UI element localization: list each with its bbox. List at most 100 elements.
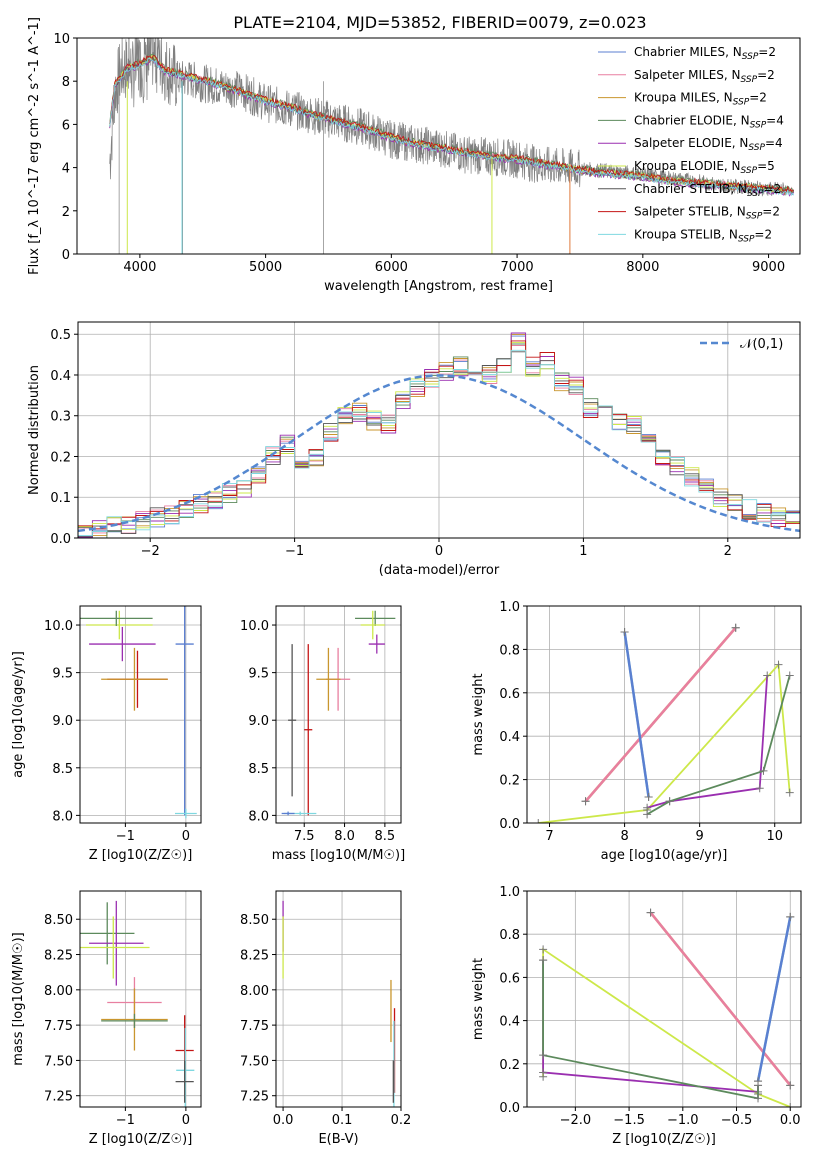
x-axis-label: age [log10(age/yr)] — [601, 848, 728, 863]
y-tick-label: 0.4 — [499, 730, 520, 745]
axes-spectrum: 4000 5000 6000 7000 8000 9000 0 2 4 6 8 10 wavelengt… — [27, 17, 801, 294]
axes-frame — [526, 605, 802, 824]
plot-content — [539, 908, 795, 1107]
y-tick-label: 10.0 — [44, 619, 73, 634]
errorbar-kroupa-miles — [316, 647, 341, 711]
y-tick-label: 0.4 — [50, 369, 71, 384]
legend-label: Kroupa STELIB, NSSP=2 — [634, 227, 772, 244]
axes-frame — [275, 890, 402, 1108]
x-tick-label: −2 — [141, 544, 160, 559]
weight-line-salpeter-miles — [649, 911, 792, 1087]
hist-kroupa-stelib — [78, 349, 800, 537]
errorbar-kroupa-elodie — [80, 916, 150, 979]
point-marker — [754, 1081, 763, 1090]
y-tick-label: 10 — [53, 32, 70, 47]
x-tick-label: 4000 — [123, 260, 156, 275]
point-marker — [785, 788, 794, 797]
y-tick-label: 0.6 — [499, 971, 520, 986]
weight-line-chabrier-miles — [756, 916, 792, 1082]
point-marker — [534, 819, 543, 823]
errorbar-chabrier-elodie — [101, 1013, 168, 1028]
y-tick-label: 8.5 — [248, 762, 269, 777]
x-axis-label: mass [log10(M/M☉)] — [272, 848, 405, 863]
x-tick-label: 9 — [696, 829, 704, 844]
y-tick-label: 2 — [62, 205, 70, 220]
x-axis-label: E(B-V) — [318, 1132, 358, 1147]
y-tick-label: 0.0 — [50, 532, 71, 547]
point-marker — [786, 1081, 795, 1090]
axes-residuals: −2 −1 0 1 2 0.0 0.1 0.2 0.3 0.4 0.5 (data-model)/er… — [27, 321, 801, 578]
y-tick-label: 9.0 — [248, 714, 269, 729]
x-tick-label: 10 — [766, 829, 783, 844]
axes-frame — [76, 37, 801, 255]
legend-label: Kroupa MILES, NSSP=2 — [634, 91, 767, 108]
plot-content — [109, 38, 795, 254]
y-axis-label: Flux [f_λ 10^-17 erg cm^-2 s^-1 A^-1] — [27, 17, 42, 275]
point-marker — [539, 1051, 548, 1060]
y-tick-label: 8.00 — [44, 984, 73, 999]
point-marker — [539, 945, 548, 954]
point-marker — [646, 908, 655, 917]
x-tick-label: −1.5 — [613, 1113, 645, 1128]
model-spectrum-kroupa-stelib — [109, 57, 795, 197]
y-tick-label: 0.2 — [499, 774, 520, 789]
x-tick-label: 6000 — [375, 260, 408, 275]
y-tick-label: 9.5 — [52, 667, 73, 682]
errorbar-chabrier-miles — [281, 811, 295, 816]
x-tick-label: 8000 — [626, 260, 659, 275]
weight-line-salpeter-elodie — [646, 675, 769, 809]
hist-salpeter-stelib — [78, 340, 800, 530]
legend: Chabrier MILES, NSSP=2 Salpeter MILES, NS… — [598, 45, 784, 244]
x-tick-label: −1.0 — [667, 1113, 699, 1128]
legend-label: 𝒩(0,1) — [740, 337, 783, 352]
legend-label: Kroupa ELODIE, NSSP=5 — [634, 159, 775, 176]
y-tick-label: 0 — [62, 248, 70, 263]
model-spectrum-salpeter-stelib — [109, 55, 794, 194]
y-axis-label: age [log10(age/yr)] — [11, 651, 26, 778]
axes-z_mass: −1 0 7.25 7.50 7.75 8.00 8.25 8.50 Z [log10(Z/Z☉… — [11, 890, 202, 1147]
x-tick-label: 0 — [182, 829, 190, 844]
y-tick-label: 1.0 — [499, 600, 520, 615]
y-tick-label: 8.0 — [248, 809, 269, 824]
x-tick-label: 0.2 — [391, 1113, 412, 1128]
point-marker — [755, 784, 764, 793]
x-axis-label: Z [log10(Z/Z☉)] — [612, 1132, 716, 1147]
y-tick-label: 9.5 — [248, 667, 269, 682]
weight-line-salpeter-miles — [584, 626, 737, 803]
errorbar-kroupa-elodie — [86, 610, 153, 640]
y-tick-label: 8.5 — [52, 762, 73, 777]
axes-frame — [79, 890, 202, 1108]
y-axis-label: mass [log10(M/M☉)] — [11, 932, 26, 1065]
y-tick-label: 9.0 — [52, 714, 73, 729]
errorbar-salpeter-elodie — [368, 634, 385, 654]
y-tick-label: 8.50 — [44, 913, 73, 928]
errorbar-chabrier-elodie — [355, 610, 396, 626]
y-tick-label: 0.6 — [499, 687, 520, 702]
axes-z_age: −1 0 8.0 8.5 9.0 9.5 10.0 Z [log10(Z/Z☉)] age [l… — [11, 605, 202, 863]
y-tick-label: 8 — [62, 75, 70, 90]
x-tick-label: −1 — [116, 1113, 135, 1128]
point-marker — [620, 628, 629, 637]
y-tick-label: 0.3 — [50, 410, 71, 425]
x-axis-label: (data-model)/error — [379, 563, 500, 578]
x-tick-label: 5000 — [249, 260, 282, 275]
y-axis-label: mass weight — [471, 673, 486, 755]
errorbar-salpeter-elodie — [89, 900, 144, 986]
model-spectrum-kroupa-elodie — [109, 54, 794, 193]
y-tick-label: 7.75 — [44, 1019, 73, 1034]
plot-content — [282, 900, 396, 1107]
weight-line-chabrier-elodie — [542, 960, 759, 1100]
y-tick-label: 7.25 — [240, 1090, 269, 1105]
x-tick-label: 2 — [724, 544, 732, 559]
y-tick-label: 0.5 — [50, 328, 71, 343]
point-marker — [731, 623, 740, 632]
x-axis-label: Z [log10(Z/Z☉)] — [89, 848, 193, 863]
x-tick-label: −1 — [116, 829, 135, 844]
x-tick-label: −1 — [285, 544, 304, 559]
x-tick-label: 7000 — [501, 260, 534, 275]
legend: 𝒩(0,1) — [700, 337, 783, 352]
x-tick-label: 7 — [545, 829, 553, 844]
y-tick-label: 8.0 — [52, 809, 73, 824]
y-tick-label: 8.00 — [240, 984, 269, 999]
errorbar-chabrier-miles — [175, 606, 194, 816]
